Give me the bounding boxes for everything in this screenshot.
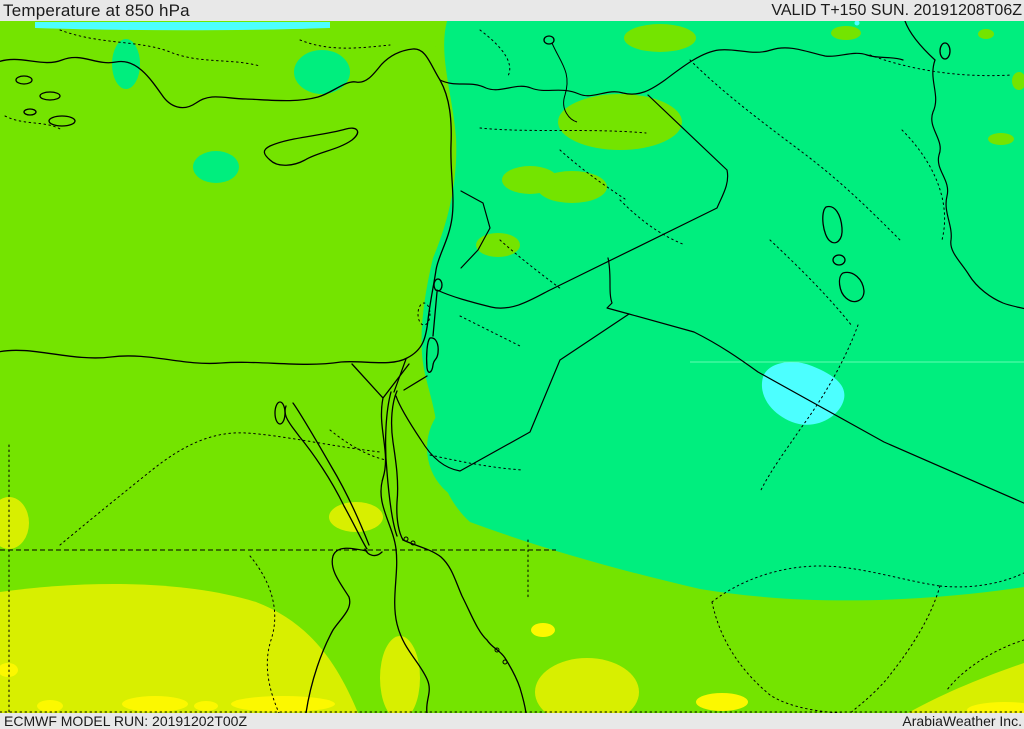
- israel-egypt-border: [393, 358, 407, 393]
- cyprus-coastline: [263, 127, 359, 166]
- gulf-of-aqaba-coastline: [384, 390, 404, 541]
- lakes: [403, 35, 951, 391]
- red-sea-island: [410, 540, 416, 546]
- page-title: Temperature at 850 hPa: [3, 1, 190, 20]
- dead-sea: [425, 337, 439, 373]
- header-bar: Temperature at 850 hPa VALID T+150 SUN. …: [0, 0, 1024, 21]
- aegean-island: [39, 91, 61, 101]
- lake-urmia: [939, 42, 951, 60]
- syria-iraq-border: [547, 94, 729, 292]
- west-bank-outline: [417, 302, 431, 326]
- aegean-island: [15, 75, 33, 85]
- lake-assad: [543, 35, 555, 45]
- model-run-label: ECMWF MODEL RUN: 20191202T00Z: [4, 713, 247, 729]
- jordan-saudi-border: [395, 313, 630, 472]
- jordan-river: [432, 291, 438, 337]
- admin-borders-dotted: [0, 29, 1024, 713]
- lake-habbaniyah: [832, 254, 846, 266]
- lebanon-border: [460, 190, 491, 269]
- temperature-fill-cool-patches: [112, 39, 537, 505]
- lake-tharthar: [822, 205, 843, 244]
- bitter-lakes: [274, 401, 286, 425]
- valid-time-label: VALID T+150 SUN. 20191208T06Z: [771, 2, 1022, 19]
- wadi-araba-line: [403, 375, 428, 391]
- turkey-iran-border: [904, 21, 936, 61]
- iraq-saudi-border: [628, 313, 1024, 504]
- temperature-fill-warmest-blobs: [0, 623, 1024, 713]
- jordan-iraq-border: [606, 257, 630, 315]
- lake-razzaza: [838, 271, 865, 303]
- weather-map: [0, 21, 1024, 713]
- red-sea-island: [502, 659, 508, 665]
- red-sea-island: [494, 647, 500, 653]
- red-sea-east-coastline: [402, 539, 527, 713]
- credit-label: ArabiaWeather Inc.: [902, 713, 1022, 729]
- euphrates-river: [551, 42, 578, 123]
- aegean-island: [23, 108, 37, 116]
- iran-iraq-border: [931, 59, 1024, 310]
- rhodes-island: [48, 115, 76, 127]
- red-sea-island: [403, 536, 409, 542]
- turkey-south-border: [439, 47, 904, 97]
- country-borders: [0, 21, 1024, 551]
- nile-delta-and-river: [351, 363, 430, 713]
- jordan-syria-border: [436, 289, 549, 309]
- footer-bar: ECMWF MODEL RUN: 20191202T00Z ArabiaWeat…: [0, 713, 1024, 729]
